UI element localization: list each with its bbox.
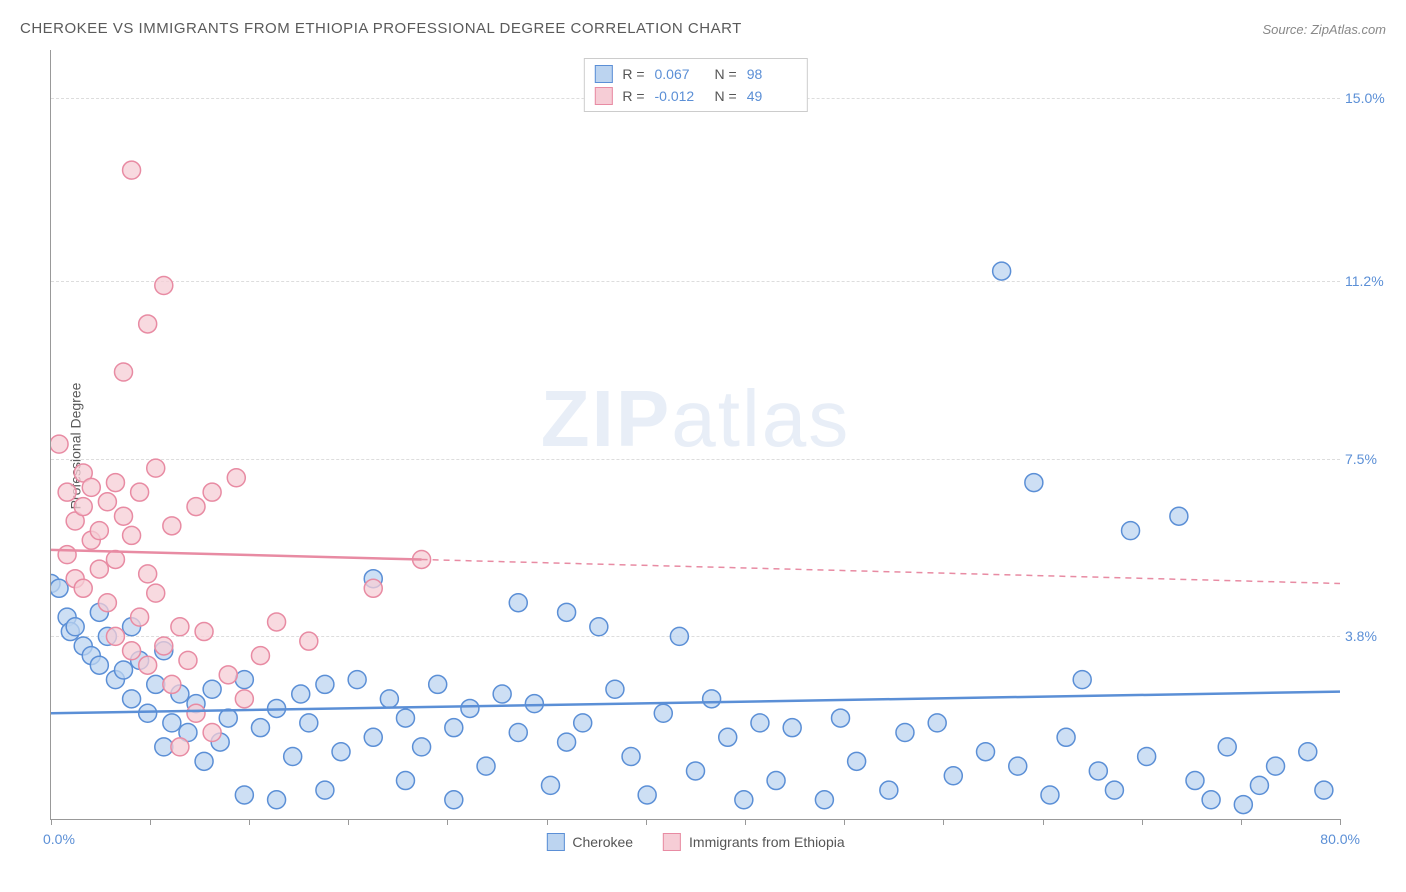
x-tick [844, 819, 845, 825]
x-tick [943, 819, 944, 825]
x-tick [547, 819, 548, 825]
legend-stats-row-0: R = 0.067 N = 98 [594, 63, 796, 85]
y-tick-label: 15.0% [1345, 90, 1400, 106]
r-label: R = [622, 88, 644, 104]
legend-bottom-label-1: Immigrants from Ethiopia [689, 834, 845, 850]
y-tick-label: 7.5% [1345, 451, 1400, 467]
r-value-1: -0.012 [655, 88, 705, 104]
r-label: R = [622, 66, 644, 82]
x-axis-max-label: 80.0% [1320, 831, 1360, 847]
n-value-1: 49 [747, 88, 797, 104]
legend-bottom-item-0: Cherokee [546, 833, 633, 851]
x-tick [348, 819, 349, 825]
x-tick [447, 819, 448, 825]
r-value-0: 0.067 [655, 66, 705, 82]
x-tick [51, 819, 52, 825]
n-value-0: 98 [747, 66, 797, 82]
legend-stats: R = 0.067 N = 98 R = -0.012 N = 49 [583, 58, 807, 112]
legend-stats-row-1: R = -0.012 N = 49 [594, 85, 796, 107]
x-tick [1241, 819, 1242, 825]
x-axis-min-label: 0.0% [43, 831, 75, 847]
x-tick [1340, 819, 1341, 825]
chart-title: CHEROKEE VS IMMIGRANTS FROM ETHIOPIA PRO… [20, 20, 742, 37]
legend-bottom-swatch-1 [663, 833, 681, 851]
x-tick [249, 819, 250, 825]
n-label: N = [715, 88, 737, 104]
x-tick [646, 819, 647, 825]
y-tick-label: 11.2% [1345, 273, 1400, 289]
plot-area: ZIPatlas R = 0.067 N = 98 R = -0.012 N =… [50, 50, 1340, 820]
x-tick [150, 819, 151, 825]
chart-svg [51, 50, 1340, 819]
x-tick [745, 819, 746, 825]
legend-swatch-1 [594, 87, 612, 105]
legend-bottom-item-1: Immigrants from Ethiopia [663, 833, 845, 851]
chart-container: CHEROKEE VS IMMIGRANTS FROM ETHIOPIA PRO… [0, 0, 1406, 892]
legend-bottom: Cherokee Immigrants from Ethiopia [546, 833, 844, 851]
legend-swatch-0 [594, 65, 612, 83]
source-label: Source: ZipAtlas.com [1262, 22, 1386, 37]
legend-bottom-swatch-0 [546, 833, 564, 851]
n-label: N = [715, 66, 737, 82]
y-tick-label: 3.8% [1345, 628, 1400, 644]
x-tick [1142, 819, 1143, 825]
x-tick [1043, 819, 1044, 825]
legend-bottom-label-0: Cherokee [572, 834, 633, 850]
